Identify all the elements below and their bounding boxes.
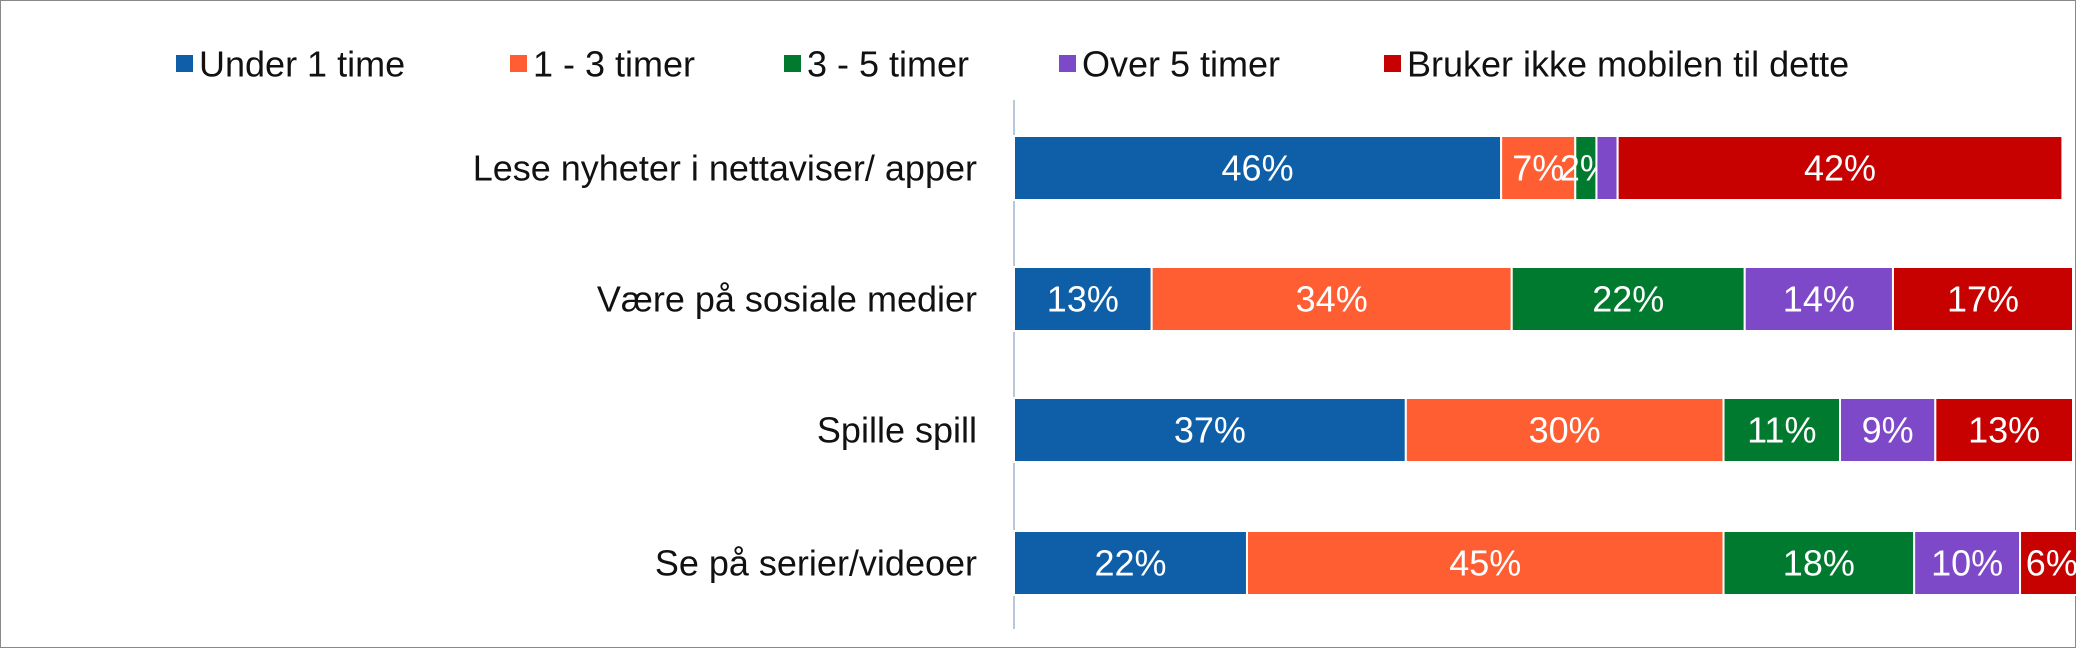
data-label: 37% [1174, 410, 1246, 451]
bar-segment [1934, 397, 2074, 463]
data-label: 13% [1047, 279, 1119, 320]
data-label: 6% [2026, 543, 2076, 584]
data-label: 13% [1968, 410, 2040, 451]
data-label: 7% [1512, 148, 1564, 189]
bar-segment [2019, 530, 2076, 596]
legend-swatch [1384, 55, 1401, 72]
legend-label: 1 - 3 timer [533, 44, 695, 85]
legend-swatch [1059, 55, 1076, 72]
data-label: 18% [1783, 543, 1855, 584]
data-label: 42% [1804, 148, 1876, 189]
data-label: 22% [1094, 543, 1166, 584]
bar-segment [1013, 135, 1503, 201]
data-label: 17% [1947, 279, 2019, 320]
bar-segment [1245, 530, 1725, 596]
bar-segment [1722, 530, 1916, 596]
category-label: Spille spill [817, 410, 977, 451]
bar-segment [1404, 397, 1725, 463]
data-label: 45% [1449, 543, 1521, 584]
bar-segment [1150, 266, 1513, 332]
bar-segment [1839, 397, 1937, 463]
data-label: 46% [1222, 148, 1294, 189]
legend-label: Under 1 time [199, 44, 405, 85]
data-label: 22% [1592, 279, 1664, 320]
data-label: 9% [1862, 410, 1914, 451]
bar-segment [1616, 135, 2064, 201]
category-label: Være på sosiale medier [597, 279, 977, 320]
data-label: 34% [1296, 279, 1368, 320]
bar-segment [1595, 135, 1619, 201]
data-label: 30% [1529, 410, 1601, 451]
legend-label: Bruker ikke mobilen til dette [1407, 44, 1849, 85]
legend-swatch [510, 55, 527, 72]
bar-segment [1891, 266, 2074, 332]
legend-label: Over 5 timer [1082, 44, 1280, 85]
bar-segment [1500, 135, 1577, 201]
legend-label: 3 - 5 timer [807, 44, 969, 85]
category-label: Lese nyheter i nettaviser/ apper [473, 148, 977, 189]
data-label: 10% [1931, 543, 2003, 584]
legend-swatch [176, 55, 193, 72]
bar-segment [1013, 530, 1248, 596]
bar-segment [1013, 266, 1153, 332]
category-label: Se på serier/videoer [655, 543, 977, 584]
legend-swatch [784, 55, 801, 72]
data-label: 11% [1747, 410, 1816, 451]
data-label: 14% [1783, 279, 1855, 320]
